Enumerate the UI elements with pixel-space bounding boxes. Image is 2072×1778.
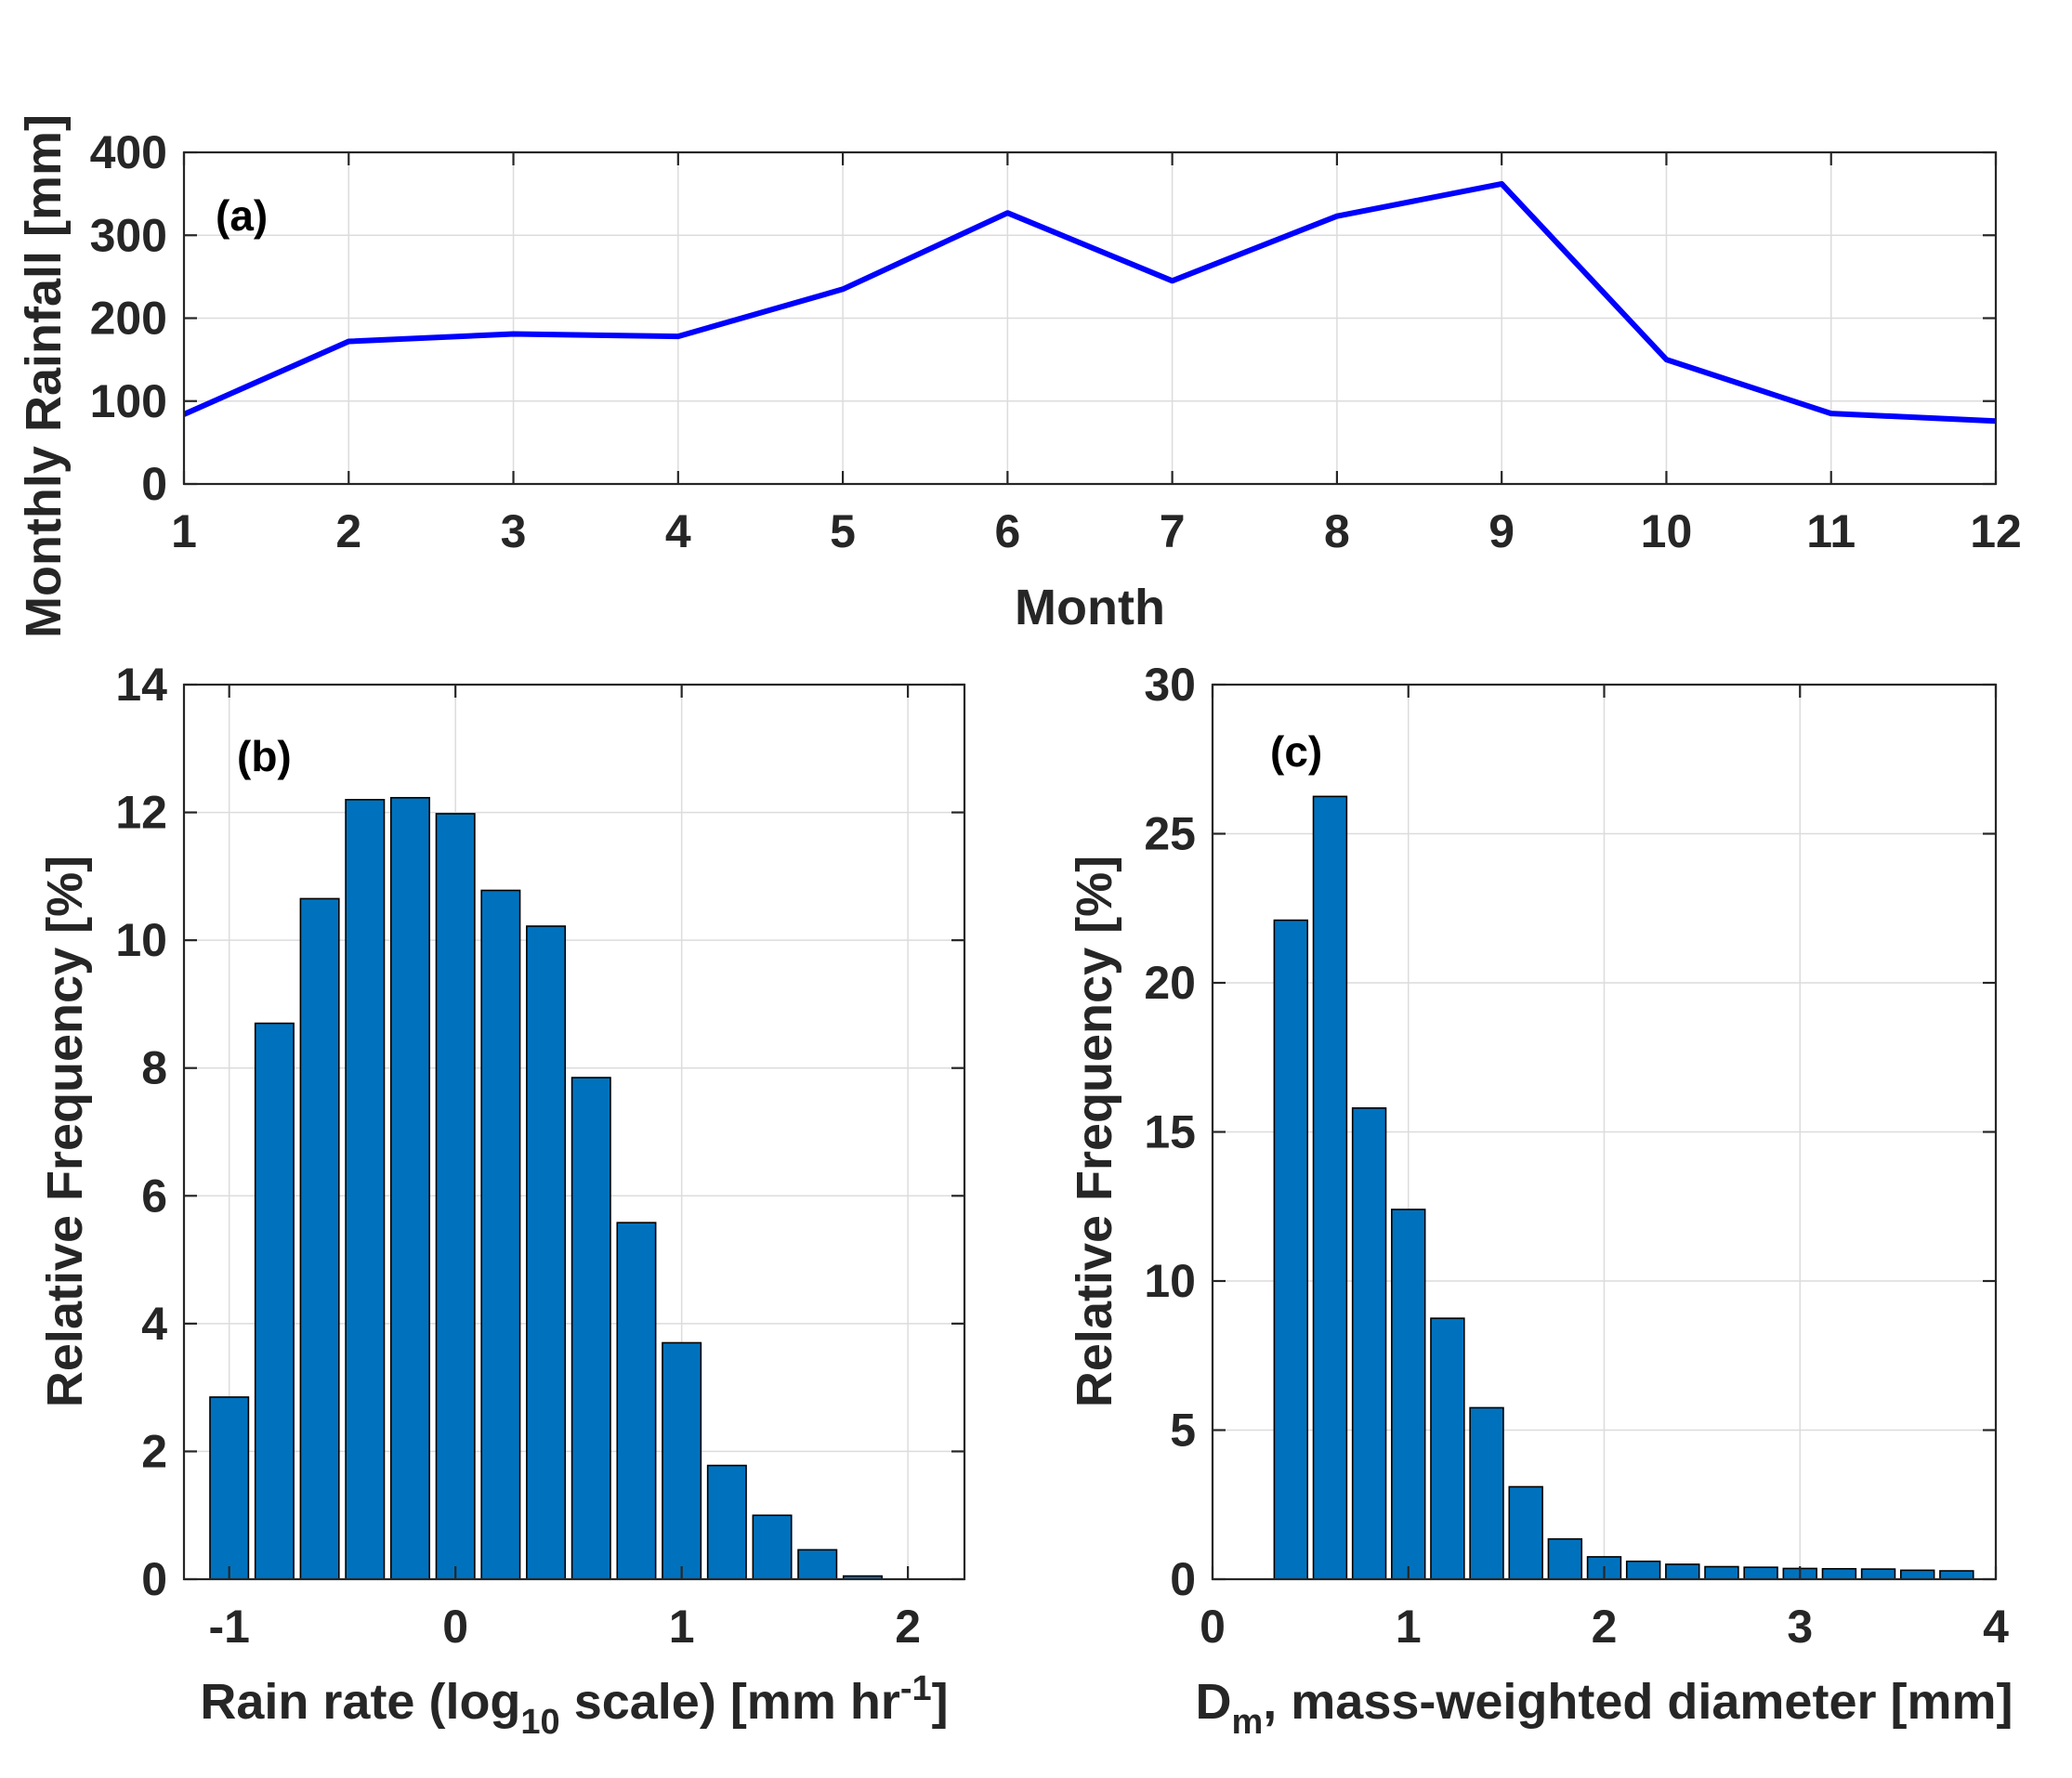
y-tick-label: 4 — [141, 1298, 167, 1350]
x-tick-label: 2 — [895, 1601, 921, 1653]
y-tick-label: 25 — [1144, 808, 1196, 860]
x-tick-label: 4 — [665, 505, 691, 557]
histogram-bar — [1625, 1560, 1661, 1580]
x-axis-label-subscript: m — [1231, 1703, 1263, 1742]
histogram-bar — [209, 1396, 250, 1580]
histogram-bar — [1743, 1566, 1778, 1580]
y-tick-label: 0 — [141, 1553, 167, 1605]
x-axis-label-text: D — [1195, 1674, 1231, 1730]
x-tick-label: 12 — [1970, 505, 2022, 557]
histogram-bar — [526, 925, 567, 1580]
histogram-bar — [345, 799, 386, 1580]
x-tick-label: 9 — [1488, 505, 1515, 557]
x-tick-label: -1 — [208, 1601, 249, 1653]
x-tick-label: 0 — [442, 1601, 468, 1653]
y-axis-label: Monthly Rainfall [mm] — [16, 114, 72, 638]
axes-box — [182, 683, 966, 1581]
x-axis-label-text: ] — [932, 1674, 949, 1730]
x-tick-label: 3 — [1787, 1601, 1813, 1653]
x-axis-label: Rain rate (log10 scale) [mm hr-1] — [200, 1669, 948, 1742]
x-tick-label: 2 — [1592, 1601, 1618, 1653]
x-tick-label: 2 — [335, 505, 361, 557]
y-tick-label: 0 — [141, 458, 167, 510]
histogram-bar — [389, 796, 430, 1580]
histogram-bar — [254, 1022, 295, 1580]
y-tick-label: 14 — [115, 659, 167, 711]
x-tick-label: 10 — [1641, 505, 1693, 557]
y-tick-label: 0 — [1170, 1553, 1196, 1605]
histogram-bar — [480, 889, 521, 1580]
histogram-bar — [1860, 1568, 1896, 1580]
panel-label: (b) — [237, 732, 292, 780]
x-tick-label: 4 — [1983, 1601, 2009, 1653]
y-tick-label: 200 — [90, 293, 167, 345]
y-tick-label: 400 — [90, 126, 167, 178]
y-tick-label: 10 — [115, 914, 167, 966]
x-axis-label-text: scale) [mm hr — [560, 1674, 900, 1730]
x-tick-label: 1 — [669, 1601, 695, 1653]
x-axis-label-text: , mass-weighted diameter [mm] — [1263, 1674, 2013, 1730]
y-tick-label: 12 — [115, 787, 167, 839]
y-tick-label: 10 — [1144, 1255, 1196, 1307]
y-tick-label: 5 — [1170, 1405, 1196, 1457]
y-axis-label: Relative Frequency [%] — [1067, 856, 1122, 1407]
y-tick-label: 20 — [1144, 957, 1196, 1009]
rainfall-line — [182, 180, 1997, 425]
histogram-bar — [1273, 919, 1309, 1580]
y-tick-label: 300 — [90, 209, 167, 261]
x-axis-label: Month — [1015, 580, 1165, 635]
x-axis-label-superscript: -1 — [900, 1669, 932, 1708]
x-tick-label: 5 — [830, 505, 856, 557]
x-axis-label-subscript: 10 — [520, 1703, 559, 1742]
histogram-bar — [299, 897, 340, 1580]
y-tick-label: 8 — [141, 1042, 167, 1094]
y-tick-label: 2 — [141, 1425, 167, 1477]
x-axis-label-text: Month — [1015, 580, 1165, 635]
histogram-bar — [1899, 1569, 1935, 1580]
x-tick-label: 1 — [171, 505, 197, 557]
histogram-bar — [1469, 1406, 1504, 1580]
y-tick-label: 15 — [1144, 1106, 1196, 1158]
histogram-bar — [1547, 1537, 1583, 1580]
histogram-bar — [1939, 1570, 1974, 1580]
histogram-bar — [1508, 1485, 1543, 1580]
y-tick-label: 30 — [1144, 659, 1196, 711]
x-tick-label: 6 — [994, 505, 1020, 557]
histogram-bar — [706, 1464, 747, 1580]
panel-label: (a) — [216, 191, 268, 240]
histogram-bar — [1821, 1567, 1857, 1580]
histogram-bar — [435, 813, 476, 1580]
histogram-bar — [1430, 1317, 1465, 1580]
x-tick-label: 0 — [1200, 1601, 1226, 1653]
histogram-bar — [1351, 1107, 1387, 1580]
y-tick-label: 100 — [90, 375, 167, 427]
x-axis-label: Dm, mass-weighted diameter [mm] — [1195, 1674, 2013, 1742]
y-tick-label: 6 — [141, 1170, 167, 1222]
histogram-bar — [1665, 1563, 1700, 1580]
panel-label: (c) — [1270, 727, 1322, 776]
y-axis-label: Relative Frequency [%] — [37, 856, 93, 1407]
x-tick-label: 1 — [1396, 1601, 1422, 1653]
histogram-bar — [1391, 1209, 1426, 1580]
x-tick-label: 7 — [1160, 505, 1186, 557]
x-tick-label: 8 — [1324, 505, 1350, 557]
histogram-bar — [570, 1077, 611, 1580]
histogram-bar — [797, 1549, 838, 1580]
histogram-bar — [1312, 795, 1348, 1580]
histogram-bar — [616, 1222, 657, 1580]
panel-c-mass-weighted-diameter-histogram: 0 1 2 3 4 0 5 10 15 20 25 30 (c) Relative Frequency [… — [1067, 659, 2013, 1742]
x-tick-label: 11 — [1806, 505, 1856, 557]
x-tick-label: 3 — [501, 505, 527, 557]
histogram-bar — [1704, 1565, 1739, 1580]
x-axis-label-text: Rain rate (log — [200, 1674, 520, 1730]
histogram-bar — [662, 1341, 702, 1580]
histogram-bar — [752, 1514, 793, 1580]
